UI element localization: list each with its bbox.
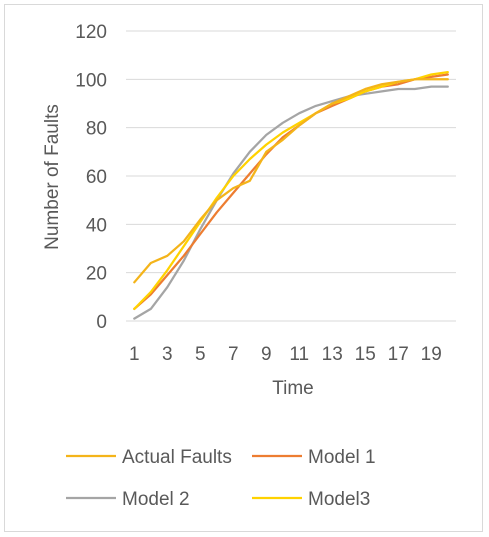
legend-label: Model3: [308, 489, 370, 510]
x-tick-label: 7: [228, 344, 239, 365]
x-tick-label: 3: [162, 344, 173, 365]
y-axis-ticks: 0 20 40 60 80 100 120: [75, 22, 107, 333]
chart-frame: [4, 4, 483, 532]
legend-label: Actual Faults: [122, 447, 232, 468]
x-tick-label: 9: [261, 344, 272, 365]
legend: Actual Faults Model 1 Model 2 Model3: [66, 447, 376, 510]
y-tick-label: 0: [96, 312, 107, 333]
y-tick-label: 40: [86, 215, 107, 236]
series-line-model-2: [133, 85, 449, 320]
x-axis-ticks: 1 3 5 7 9 11 13 15 17 19: [129, 344, 442, 365]
series-line-model-1: [133, 73, 449, 311]
x-tick-label: 17: [388, 344, 409, 365]
x-tick-label: 11: [289, 344, 309, 365]
gridlines: [126, 30, 456, 322]
y-tick-label: 60: [86, 167, 107, 188]
legend-label: Model 2: [122, 489, 190, 510]
legend-label: Model 1: [308, 447, 376, 468]
y-tick-label: 120: [75, 22, 107, 43]
x-axis-label: Time: [272, 378, 314, 399]
series-lines: [133, 70, 449, 320]
y-tick-label: 100: [75, 70, 107, 91]
x-tick-label: 13: [322, 344, 343, 365]
x-tick-label: 15: [355, 344, 376, 365]
x-tick-label: 1: [129, 344, 140, 365]
y-axis-label: Number of Faults: [42, 104, 63, 250]
y-tick-label: 80: [86, 119, 107, 140]
series-line-actual-faults: [133, 78, 449, 284]
y-tick-label: 20: [86, 264, 107, 285]
x-tick-label: 5: [195, 344, 206, 365]
series-line-model3: [133, 70, 449, 311]
x-tick-label: 19: [421, 344, 442, 365]
